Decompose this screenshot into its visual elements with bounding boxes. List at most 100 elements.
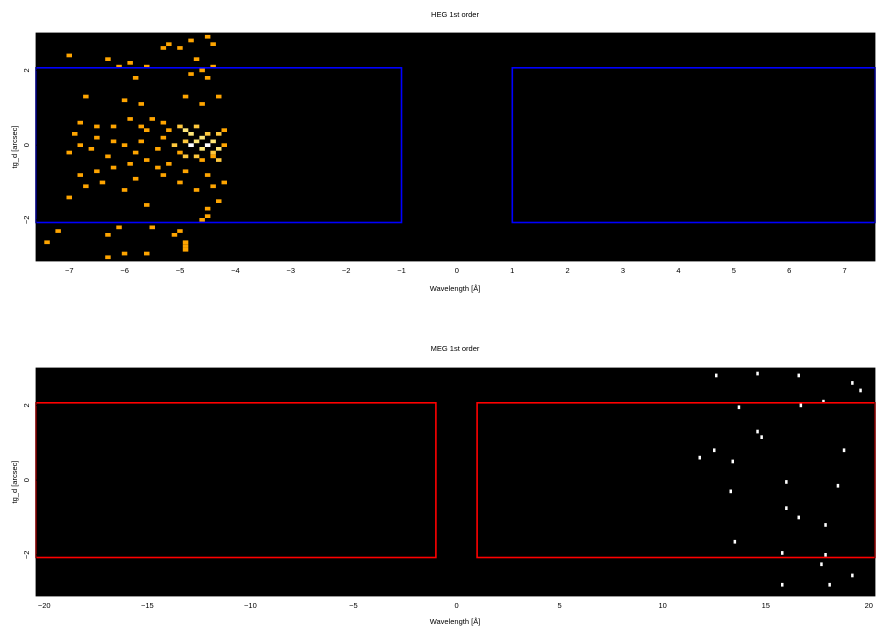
heg-count-bin [55,229,61,233]
heg-count-bin [171,143,178,147]
meg-count-bin [715,373,718,378]
heg-xtick-label: 2 [566,266,570,275]
meg-xtick-label: −15 [141,601,154,610]
heg-count-bin [204,76,211,80]
heg-xtick-label: 7 [842,266,846,275]
meg-count-bin [820,562,823,567]
heg-count-bin [144,64,150,69]
heg-xtick-label: −3 [286,266,295,275]
heg-xtick-label: 6 [787,266,791,275]
heg-count-bin [121,98,128,103]
heg-count-bin [105,255,111,260]
heg-count-bin [160,46,167,50]
meg-count-bin [851,573,854,578]
meg-xtick-label: 15 [762,601,770,610]
heg-count-bin [199,68,205,73]
heg-count-bin [132,150,139,155]
heg-count-bin [210,139,216,144]
heg-count-bin [110,139,117,144]
heg-count-bin [204,206,211,211]
heg-count-bin [94,135,100,140]
heg-count-bin [88,147,95,151]
meg-xtick-label: −5 [349,601,358,610]
heg-count-bin [216,132,222,136]
heg-count-bin [132,176,139,181]
heg-count-bin [110,165,117,170]
meg-count-bin [859,388,862,393]
heg-count-bin [138,124,144,129]
heg-count-bin [182,169,189,174]
meg-count-bin [797,515,800,520]
heg-count-bin [199,102,205,106]
heg-count-bin [182,247,189,252]
heg-count-bin [121,143,128,147]
heg-count-bin [105,154,111,159]
heg-count-bin [144,251,150,256]
heg-count-bin [177,229,183,233]
heg-count-bin [66,150,72,155]
heg-count-bin [182,154,189,159]
heg-count-bin [138,139,144,144]
meg-xtick-label: 10 [659,601,667,610]
heg-count-bin [155,165,161,170]
heg-count-bin [221,180,227,185]
heg-count-bin [177,180,183,185]
heg-count-bin [210,42,216,46]
heg-xtick-label: −1 [397,266,406,275]
heg-count-bin [182,94,189,99]
meg-count-bin [781,551,784,555]
heg-count-bin [77,173,83,177]
heg-count-bin [149,225,155,230]
heg-count-bin [77,120,83,125]
heg-xtick-label: 3 [621,266,625,275]
heg-count-bin [72,132,78,136]
meg-count-bin [842,448,846,453]
heg-count-bin [110,124,117,129]
heg-count-bin [138,102,144,106]
heg-xtick-label: −4 [231,266,240,275]
heg-count-bin [204,132,211,136]
meg-count-bin [851,381,854,385]
heg-count-bin [144,203,150,207]
heg-count-bin [83,184,89,189]
heg-count-bin [193,188,200,192]
heg-count-bin [177,46,183,50]
heg-count-bin [121,188,128,192]
meg-count-bin [760,435,763,439]
heg-count-bin [77,143,83,147]
heg-count-bin [182,244,189,248]
heg-ytick-label: −2 [22,216,31,225]
heg-count-bin [188,72,194,76]
meg-count-bin [698,455,701,460]
heg-count-bin [121,251,128,256]
heg-count-bin [221,143,227,147]
heg-count-bin [193,124,200,129]
meg-count-bin [797,373,800,378]
heg-count-bin [221,128,227,132]
heg-count-bin [199,147,205,151]
heg-ylabel: tg_d [arcsec] [10,126,19,169]
meg-count-bin [836,483,840,488]
heg-xtick-label: 1 [510,266,514,275]
heg-count-bin [44,240,50,245]
heg-count-bin [188,132,194,136]
meg-count-bin [799,403,803,408]
heg-xtick-label: −6 [120,266,129,275]
heg-count-bin [177,124,183,129]
heg-count-bin [210,150,216,155]
heg-xtick-label: −2 [342,266,351,275]
heg-count-bin [182,240,189,245]
heg-count-bin [216,199,222,203]
meg-xtick-label: −10 [244,601,257,610]
meg-count-bin [731,459,734,464]
heg-count-bin [210,64,216,69]
heg-count-bin [105,233,111,237]
heg-count-bin [193,57,200,61]
meg-ticks: −20 −15 −10 −5 0 5 10 15 20−202 [22,403,873,610]
meg-xtick-label: 20 [865,601,873,610]
heg-count-bin [199,158,205,162]
heg-count-bin [204,143,211,147]
heg-count-bin [216,158,222,162]
heg-count-bin [177,150,183,155]
